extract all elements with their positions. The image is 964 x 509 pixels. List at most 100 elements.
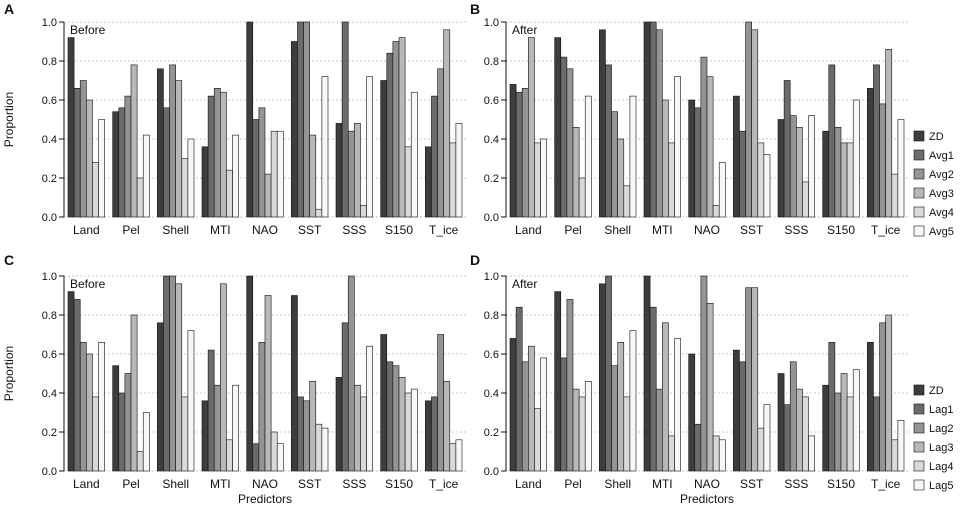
bar-lag3-sst (751, 287, 759, 472)
bar-lag3-pel (130, 314, 138, 472)
y-tick-label: 0.4 (484, 134, 499, 146)
bar-avg5-s150 (410, 91, 418, 218)
bar-lag2-land (79, 341, 87, 472)
bar-avg5-sst (321, 76, 329, 218)
bar-avg1-mti (649, 21, 657, 218)
bar-lag1-nao (694, 423, 702, 472)
bar-lag2-sss (347, 275, 355, 472)
bar-lag3-land (528, 345, 535, 472)
legend-label: Lag1 (929, 404, 953, 416)
bar-lag1-t_ice (431, 396, 438, 472)
bar-lag1-land (73, 299, 81, 472)
x-category-label: SST (740, 223, 764, 237)
bar-zd-sst (733, 349, 740, 472)
bar-lag1-pel (118, 392, 126, 472)
bar-lag1-sst (739, 361, 746, 472)
bar-avg2-nao (258, 107, 266, 218)
x-category-label: MTI (210, 223, 231, 237)
bar-zd-sss (335, 123, 343, 218)
bar-lag4-land (534, 408, 541, 472)
bar-avg2-s150 (392, 41, 400, 218)
legend-swatch (913, 206, 925, 218)
x-category-label: T_ice (429, 477, 459, 491)
bar-avg4-t_ice (449, 142, 457, 218)
bar-lag4-mti (668, 435, 675, 472)
bar-avg4-s150 (846, 142, 854, 218)
bar-avg1-shell (605, 64, 612, 218)
bar-avg4-t_ice (891, 173, 899, 218)
panel-b: B 0.0 0.2 0.4 0.6 0.8 1.0 After Land Pel Shell MTI N… (470, 1, 954, 238)
bar-avg5-sss (366, 76, 373, 218)
bar-zd-s150 (380, 80, 388, 218)
legend-swatch (913, 168, 925, 180)
bar-lag1-sss (341, 322, 349, 472)
bar-lag2-nao (258, 341, 266, 472)
panel-c: C 0.0 0.2 0.4 0.6 0.8 1.0 Proportion Before Land P… (2, 252, 466, 506)
bar-lag3-t_ice (443, 380, 451, 472)
bar-avg3-land (86, 99, 93, 218)
bar-zd-mti (643, 21, 651, 218)
y-axis-label: Proportion (2, 346, 16, 401)
y-tick-label: 0.8 (42, 56, 57, 68)
y-tick-label: 0.0 (484, 212, 499, 224)
bar-zd-shell (157, 322, 164, 472)
y-tick-label: 0.8 (42, 310, 57, 322)
x-category-label: S150 (385, 223, 413, 237)
bar-avg1-t_ice (431, 95, 438, 218)
bar-avg2-mti (655, 29, 663, 218)
bar-lag1-mti (207, 349, 215, 472)
bar-lag5-sst (321, 427, 329, 472)
bar-zd-sst (291, 295, 298, 472)
bar-zd-land (509, 338, 517, 472)
bar-lag1-shell (605, 275, 612, 472)
legend-swatch (913, 422, 925, 434)
y-tick-label: 0.4 (484, 388, 499, 400)
panel-title: After (512, 277, 537, 291)
x-category-label: Pel (564, 223, 581, 237)
x-category-label: MTI (652, 477, 673, 491)
bar-zd-pel (112, 365, 120, 472)
legend-label: Avg3 (929, 188, 954, 200)
bar-zd-sst (733, 95, 740, 218)
bar-lag1-nao (252, 443, 260, 472)
bar-lag2-t_ice (437, 334, 444, 472)
legend-swatch (913, 441, 925, 453)
bar-zd-shell (599, 29, 606, 218)
bar-avg5-s150 (852, 99, 860, 218)
bar-avg5-shell (629, 95, 637, 218)
bar-avg2-sst (745, 21, 752, 218)
legend-swatch (913, 479, 925, 491)
bar-avg1-t_ice (873, 64, 880, 218)
x-category-label: NAO (694, 223, 720, 237)
bar-avg2-s150 (834, 127, 842, 218)
bar-lag4-s150 (404, 392, 412, 472)
bar-zd-nao (246, 21, 254, 218)
bar-lag1-mti (649, 306, 657, 472)
bar-lag1-t_ice (873, 396, 880, 472)
y-tick-label: 0.6 (484, 95, 499, 107)
bar-avg2-sss (347, 130, 355, 218)
bar-lag5-s150 (410, 388, 418, 472)
bar-zd-pel (554, 291, 562, 472)
bar-avg1-mti (207, 95, 215, 218)
bar-avg1-pel (560, 56, 568, 218)
bar-avg4-nao (712, 205, 720, 218)
y-tick-label: 0.2 (484, 427, 499, 439)
x-category-label: Shell (604, 477, 631, 491)
bar-lag5-land (540, 357, 547, 472)
bar-avg5-land (540, 138, 547, 218)
bar-avg1-s150 (828, 64, 836, 218)
legend-label: Lag5 (929, 480, 953, 492)
x-category-label: SSS (784, 223, 808, 237)
legend-label: Lag2 (929, 423, 953, 435)
bar-avg3-pel (572, 127, 580, 218)
x-category-label: NAO (252, 223, 278, 237)
bar-lag3-sss (796, 388, 803, 472)
bar-lag4-sst (757, 427, 765, 472)
bar-avg4-nao (270, 130, 278, 218)
bar-lag5-t_ice (455, 439, 463, 472)
bar-lag3-s150 (398, 377, 406, 472)
x-category-label: Land (515, 223, 542, 237)
bar-avg5-pel (584, 95, 592, 218)
legend-label: Avg1 (929, 150, 954, 162)
